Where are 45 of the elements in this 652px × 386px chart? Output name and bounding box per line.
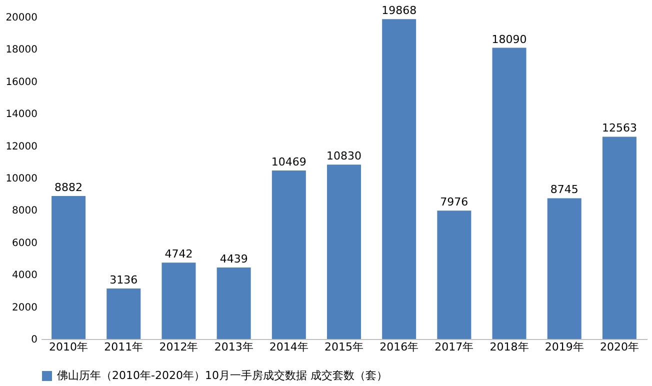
x-tick-label: 2019年 [544,340,584,354]
data-label: 4742 [164,248,193,261]
y-tick-label: 12000 [6,141,38,152]
x-tick-label: 2020年 [600,340,639,354]
bar [272,170,306,339]
y-tick-label: 14000 [6,109,38,120]
x-tick-label: 2017年 [434,340,474,354]
x-tick-label: 2010年 [49,340,88,354]
bar [437,210,472,339]
data-label: 10830 [326,150,362,163]
y-tick-label: 4000 [12,270,38,282]
data-label: 8745 [550,183,578,196]
data-label: 3136 [110,274,138,287]
bar [382,19,416,339]
bar [602,136,636,339]
y-tick-label: 2000 [12,302,38,314]
bar [216,268,251,339]
legend-label: 佛山历年（2010年-2020年）10月一手房成交数据 成交套数（套） [57,369,388,382]
bar [547,198,582,339]
data-label: 7976 [440,196,468,209]
x-tick-label: 2018年 [490,340,529,354]
y-tick-label: 10000 [6,174,38,184]
bar [327,164,361,339]
y-tick-label: 20000 [6,12,38,24]
bar [492,48,526,339]
y-tick-label: 6000 [12,238,38,249]
x-tick-label: 2016年 [380,340,419,354]
x-tick-label: 2015年 [324,340,364,354]
x-tick-label: 2011年 [104,340,144,354]
data-label: 8882 [54,181,83,194]
bar [106,288,141,339]
data-label: 12563 [602,122,637,135]
data-label: 4439 [220,252,248,266]
x-tick-label: 2013年 [214,340,254,354]
y-tick-label: 8000 [12,206,38,217]
data-label: 19868 [382,4,417,18]
bar [52,196,86,339]
y-tick-label: 18000 [6,44,38,56]
data-label: 10469 [271,155,306,168]
data-label: 18090 [492,32,527,46]
y-tick-label: 0 [31,334,38,346]
bar [162,262,196,339]
x-tick-label: 2012年 [159,340,198,354]
x-tick-label: 2014年 [269,340,308,354]
y-tick-label: 16000 [6,76,38,88]
